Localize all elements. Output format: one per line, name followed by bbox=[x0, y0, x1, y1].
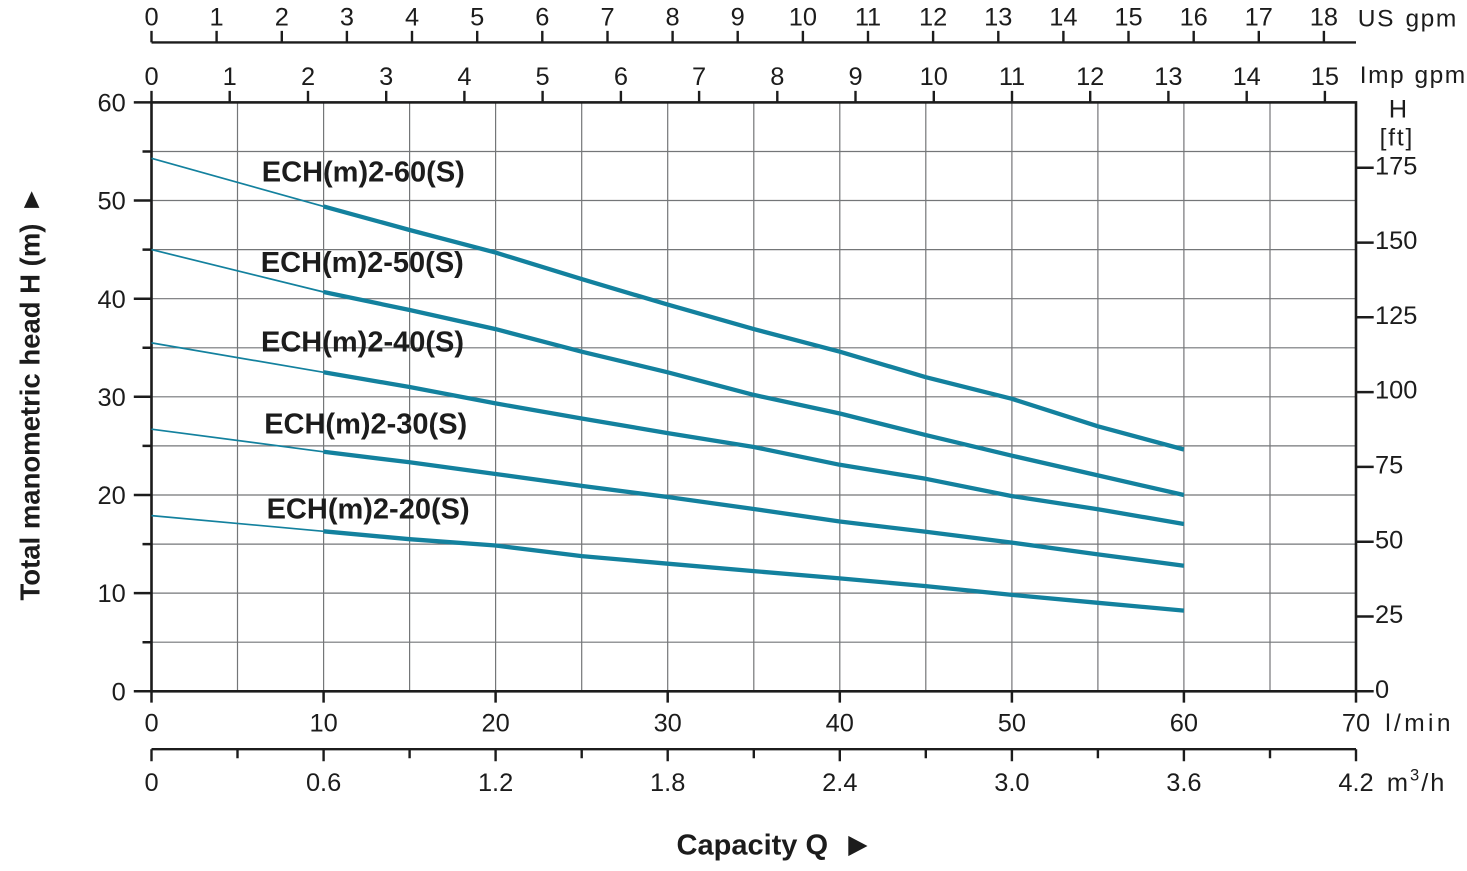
svg-text:5: 5 bbox=[536, 63, 550, 91]
svg-text:0: 0 bbox=[144, 709, 158, 737]
svg-text:2: 2 bbox=[275, 3, 289, 31]
svg-text:40: 40 bbox=[98, 286, 126, 314]
svg-text:2.4: 2.4 bbox=[822, 769, 857, 797]
svg-text:7: 7 bbox=[692, 63, 706, 91]
svg-text:15: 15 bbox=[1114, 3, 1142, 31]
svg-text:1.8: 1.8 bbox=[650, 769, 685, 797]
svg-text:0.6: 0.6 bbox=[306, 769, 341, 797]
svg-text:11: 11 bbox=[855, 3, 881, 31]
svg-text:4: 4 bbox=[457, 63, 471, 91]
svg-text:ECH(m)2-60(S): ECH(m)2-60(S) bbox=[262, 157, 465, 189]
svg-text:18: 18 bbox=[1310, 3, 1338, 31]
svg-text:20: 20 bbox=[481, 709, 509, 737]
svg-text:10: 10 bbox=[98, 580, 126, 608]
svg-text:12: 12 bbox=[1076, 63, 1104, 91]
svg-text:14: 14 bbox=[1233, 63, 1261, 91]
svg-text:0: 0 bbox=[112, 678, 126, 706]
svg-text:5: 5 bbox=[470, 3, 484, 31]
svg-text:1: 1 bbox=[210, 3, 224, 31]
svg-text:4.2: 4.2 bbox=[1338, 769, 1373, 797]
svg-text:25: 25 bbox=[1375, 601, 1403, 629]
svg-text:ECH(m)2-30(S): ECH(m)2-30(S) bbox=[264, 409, 467, 441]
svg-text:70: 70 bbox=[1342, 709, 1370, 737]
svg-text:ECH(m)2-20(S): ECH(m)2-20(S) bbox=[267, 493, 470, 525]
svg-text:Total manometric head H (m): Total manometric head H (m) bbox=[15, 224, 46, 601]
svg-text:0: 0 bbox=[144, 769, 158, 797]
svg-text:6: 6 bbox=[535, 3, 549, 31]
svg-text:7: 7 bbox=[600, 3, 614, 31]
svg-text:50: 50 bbox=[1375, 526, 1403, 554]
svg-text:20: 20 bbox=[98, 482, 126, 510]
svg-text:50: 50 bbox=[998, 709, 1026, 737]
svg-text:3.6: 3.6 bbox=[1166, 769, 1201, 797]
svg-text:125: 125 bbox=[1375, 302, 1417, 330]
svg-text:60: 60 bbox=[1170, 709, 1198, 737]
svg-text:12: 12 bbox=[919, 3, 947, 31]
svg-text:15: 15 bbox=[1311, 63, 1339, 91]
svg-text:1: 1 bbox=[223, 63, 237, 91]
svg-text:3: 3 bbox=[379, 63, 393, 91]
svg-text:3.0: 3.0 bbox=[994, 769, 1029, 797]
svg-text:150: 150 bbox=[1375, 227, 1417, 255]
svg-text:H: H bbox=[1389, 95, 1407, 123]
svg-text:0: 0 bbox=[144, 63, 158, 91]
svg-text:13: 13 bbox=[984, 3, 1012, 31]
svg-text:10: 10 bbox=[920, 63, 948, 91]
svg-text:3: 3 bbox=[340, 3, 354, 31]
svg-text:l/min: l/min bbox=[1385, 710, 1454, 737]
svg-text:60: 60 bbox=[98, 90, 126, 118]
svg-text:13: 13 bbox=[1154, 63, 1182, 91]
svg-text:US gpm: US gpm bbox=[1358, 6, 1458, 33]
svg-text:16: 16 bbox=[1180, 3, 1208, 31]
svg-text:4: 4 bbox=[405, 3, 419, 31]
svg-text:100: 100 bbox=[1375, 377, 1417, 405]
svg-text:0: 0 bbox=[1375, 676, 1389, 704]
svg-text:0: 0 bbox=[144, 3, 158, 31]
svg-text:50: 50 bbox=[98, 188, 126, 216]
svg-text:8: 8 bbox=[770, 63, 784, 91]
svg-text:75: 75 bbox=[1375, 452, 1403, 480]
svg-text:2: 2 bbox=[301, 63, 315, 91]
svg-text:14: 14 bbox=[1049, 3, 1077, 31]
svg-text:[ft]: [ft] bbox=[1380, 124, 1414, 151]
svg-text:30: 30 bbox=[654, 709, 682, 737]
svg-text:11: 11 bbox=[999, 63, 1025, 91]
svg-text:1.2: 1.2 bbox=[478, 769, 513, 797]
svg-text:9: 9 bbox=[731, 3, 745, 31]
svg-text:10: 10 bbox=[789, 3, 817, 31]
svg-text:9: 9 bbox=[848, 63, 862, 91]
svg-text:40: 40 bbox=[826, 709, 854, 737]
svg-text:ECH(m)2-50(S): ECH(m)2-50(S) bbox=[261, 247, 464, 279]
svg-text:Imp gpm: Imp gpm bbox=[1360, 62, 1467, 89]
svg-text:6: 6 bbox=[614, 63, 628, 91]
svg-text:10: 10 bbox=[309, 709, 337, 737]
svg-text:Capacity Q: Capacity Q bbox=[677, 829, 829, 861]
svg-text:8: 8 bbox=[666, 3, 680, 31]
svg-text:175: 175 bbox=[1375, 152, 1417, 180]
svg-text:ECH(m)2-40(S): ECH(m)2-40(S) bbox=[261, 327, 464, 359]
svg-text:30: 30 bbox=[98, 384, 126, 412]
svg-text:17: 17 bbox=[1245, 3, 1273, 31]
